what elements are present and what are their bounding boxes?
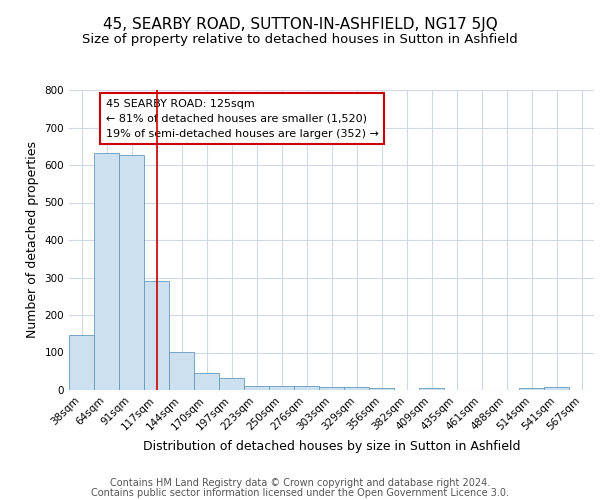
Text: Contains HM Land Registry data © Crown copyright and database right 2024.: Contains HM Land Registry data © Crown c… [110,478,490,488]
Bar [219,378,244,390]
Bar [69,334,94,390]
Bar [319,387,344,390]
Bar [294,386,319,390]
Bar [344,387,369,390]
Bar [369,388,394,390]
Bar [544,387,569,390]
Text: Size of property relative to detached houses in Sutton in Ashfield: Size of property relative to detached ho… [82,32,518,46]
Bar [419,388,444,390]
Bar [519,388,544,390]
Bar [244,386,269,390]
Bar [194,373,219,390]
Bar [169,352,194,390]
Text: 45, SEARBY ROAD, SUTTON-IN-ASHFIELD, NG17 5JQ: 45, SEARBY ROAD, SUTTON-IN-ASHFIELD, NG1… [103,18,497,32]
X-axis label: Distribution of detached houses by size in Sutton in Ashfield: Distribution of detached houses by size … [143,440,520,453]
Text: 45 SEARBY ROAD: 125sqm
← 81% of detached houses are smaller (1,520)
19% of semi-: 45 SEARBY ROAD: 125sqm ← 81% of detached… [106,99,379,138]
Text: Contains public sector information licensed under the Open Government Licence 3.: Contains public sector information licen… [91,488,509,498]
Bar [119,155,144,390]
Bar [94,152,119,390]
Bar [144,281,169,390]
Y-axis label: Number of detached properties: Number of detached properties [26,142,39,338]
Bar [269,386,294,390]
